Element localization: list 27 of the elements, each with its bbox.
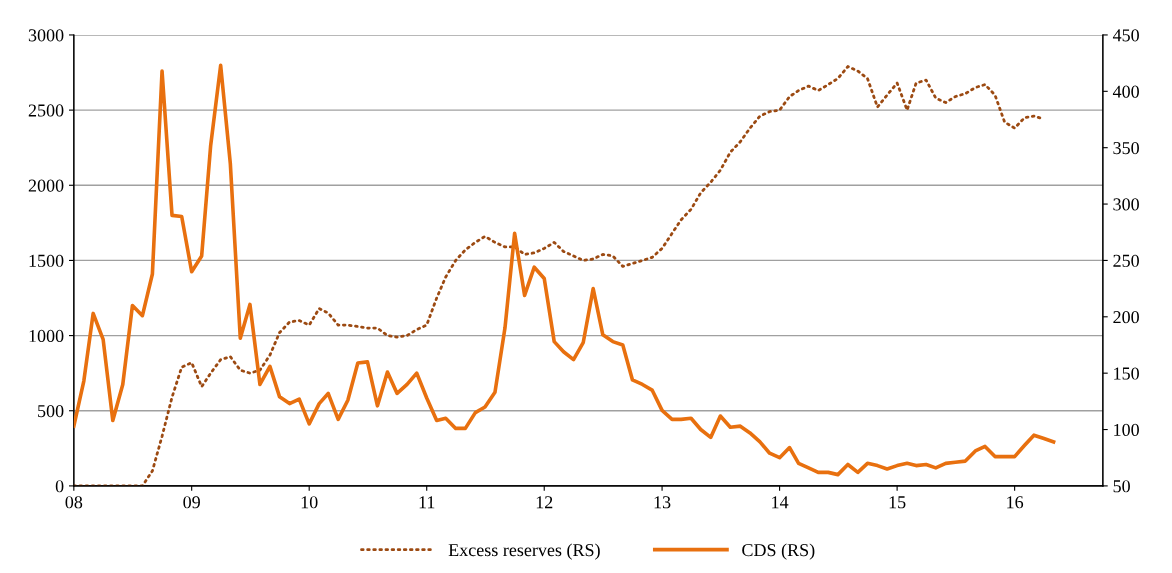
y-tick-label: 500 [38,405,64,418]
y-tick-label: 3000 [28,29,64,42]
y2-tick-label: 250 [1113,254,1139,267]
y2-tick-label: 300 [1113,198,1139,211]
y-tick-label: 0 [55,480,64,493]
y-tick-label: 2500 [28,104,64,117]
y2-tick-label: 350 [1113,141,1139,155]
y2-tick-label: 50 [1113,480,1130,493]
x-tick-label: 08 [65,496,83,509]
y2-tick-label: 100 [1114,423,1139,436]
y2-tick-label: 150 [1114,367,1139,380]
x-tick-label: 15 [889,496,906,509]
y-tick-label: 2000 [28,179,64,192]
legend-label: CDS (RS) [742,543,815,560]
x-tick-label: 14 [772,496,789,509]
y2-tick-label: 400 [1112,85,1139,98]
x-tick-label: 09 [183,496,200,509]
x-tick-label: 10 [301,496,318,509]
x-tick-label: 16 [1007,496,1024,509]
legend-label: Excess reserves (RS) [448,543,600,560]
y2-tick-label: 200 [1113,311,1139,324]
y-tick-label: 1000 [29,329,64,343]
x-tick-label: 11 [419,496,435,509]
x-tick-label: 13 [654,496,671,509]
y2-tick-label: 450 [1112,29,1139,42]
y-tick-label: 1500 [29,254,64,267]
x-tick-label: 12 [536,496,553,509]
